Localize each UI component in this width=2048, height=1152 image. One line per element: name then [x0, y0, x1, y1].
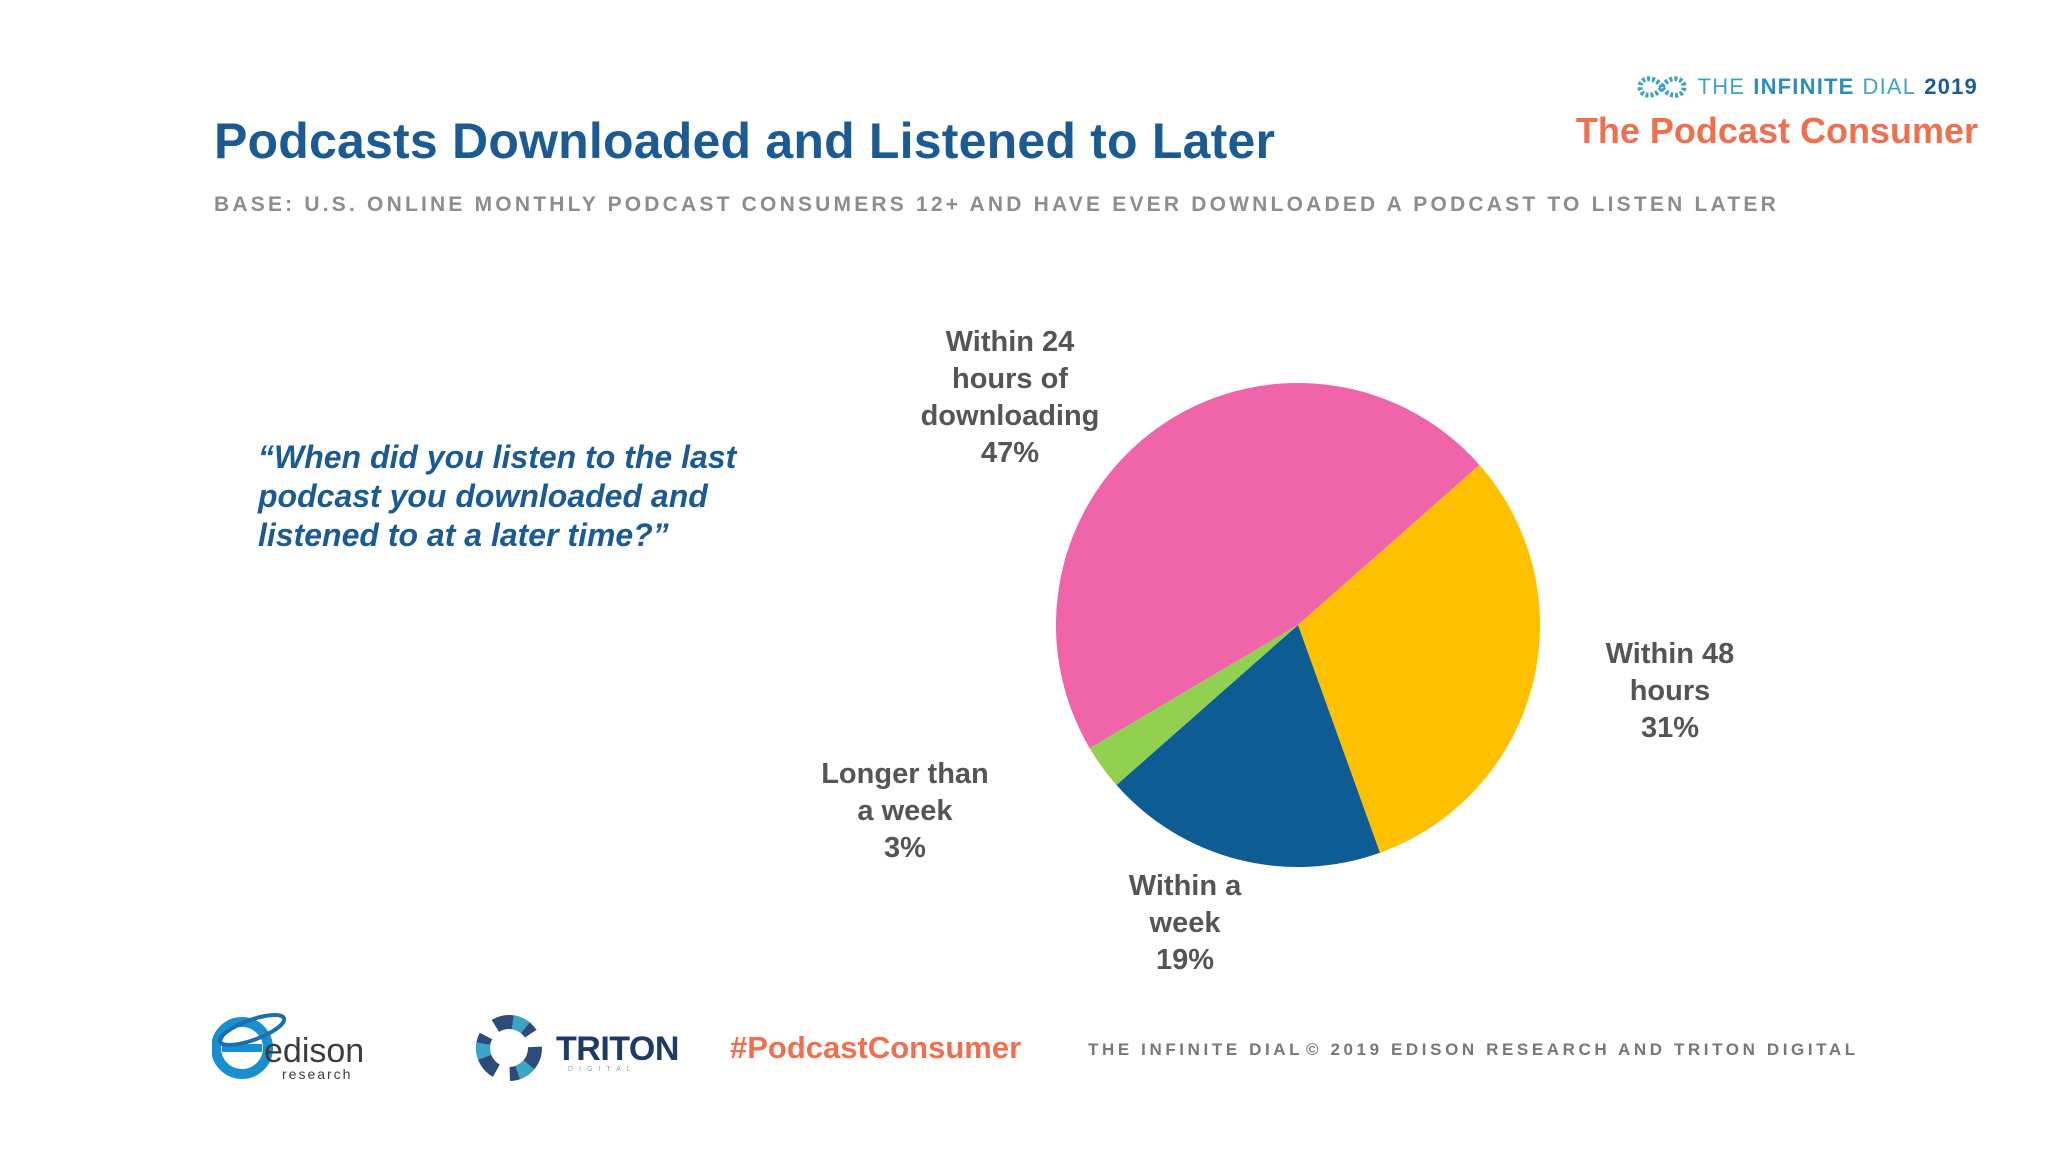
hashtag: #PodcastConsumer — [730, 1030, 1022, 1065]
pie-slice-within-a-week — [1116, 625, 1380, 867]
brand-dial: DIAL — [1862, 74, 1917, 99]
edison-logo-icon — [212, 1013, 287, 1079]
triton-wordmark: TRITON — [556, 1030, 679, 1068]
slice-label-line: Within 48 — [1605, 638, 1735, 670]
slice-label-line: 3% — [884, 832, 926, 864]
footer-copyright: © 2019 EDISON RESEARCH AND TRITON DIGITA… — [1306, 1040, 1859, 1059]
slice-label-within-a-week: Within a week 19% — [1080, 868, 1290, 979]
slice-label-line: Within a — [1128, 870, 1242, 902]
slice-label-line: Longer than — [821, 758, 989, 790]
survey-question: “When did you listen to the last podcast… — [258, 439, 737, 553]
brand-year: 2019 — [1924, 74, 1978, 99]
edison-wordmark: edison — [264, 1032, 365, 1070]
pie-slice-longer-than-a-week — [1089, 625, 1298, 786]
infinity-logo-icon — [1637, 76, 1687, 98]
brand-subtitle: The Podcast Consumer — [1575, 110, 1978, 151]
slice-label-line: week — [1149, 907, 1221, 939]
page-title: Podcasts Downloaded and Listened to Late… — [214, 113, 1276, 169]
brand-prefix: THE — [1697, 74, 1746, 99]
slice-label-within-48-hours: Within 48 hours 31% — [1565, 636, 1775, 747]
pie-slice-within-24-hours — [1055, 382, 1480, 749]
slice-label-longer-than-a-week: Longer than a week 3% — [800, 756, 1010, 867]
slice-label-line: 31% — [1640, 712, 1700, 744]
slice-label-line: downloading — [920, 400, 1100, 432]
slice-label-line: hours of — [952, 363, 1068, 395]
brand-infinite: INFINITE — [1753, 74, 1855, 99]
footer-dial: THE INFINITE DIAL — [1088, 1040, 1304, 1059]
brand-block: THE INFINITE DIAL 2019 The Podcast Consu… — [1576, 72, 1978, 152]
slice-label-line: a week — [857, 795, 953, 827]
edison-subtext: research — [282, 1066, 353, 1082]
slice-label-within-24-hours: Within 24 hours of downloading 47% — [895, 324, 1125, 472]
slice-label-line: 47% — [980, 437, 1040, 469]
slice-label-line: Within 24 — [945, 326, 1075, 358]
pie-slice-within-48-hours — [1298, 464, 1541, 853]
slice-label-line: 19% — [1155, 944, 1215, 976]
triton-subtext: DIGITAL — [568, 1066, 637, 1073]
slice-label-line: hours — [1629, 675, 1711, 707]
triton-logo-icon — [476, 1015, 542, 1081]
infinite-dial-brand: THE INFINITE DIAL 2019 — [1576, 72, 1978, 102]
base-note: BASE: U.S. ONLINE MONTHLY PODCAST CONSUM… — [214, 193, 1779, 216]
